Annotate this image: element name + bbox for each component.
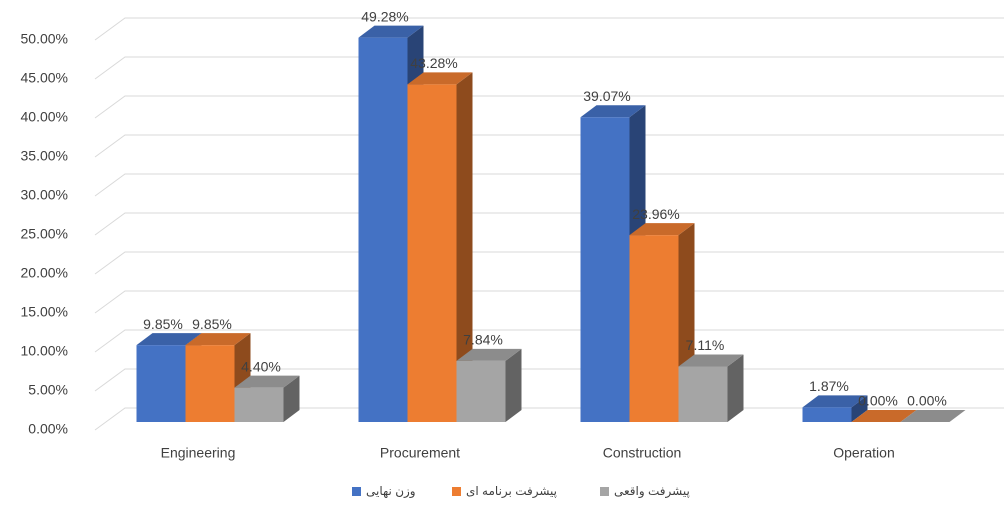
bar-face — [851, 395, 868, 422]
data-label: 7.11% — [686, 337, 725, 353]
bar — [678, 354, 744, 422]
grid-line — [94, 173, 1004, 197]
bar — [851, 410, 917, 422]
y-tick-label: 0.00% — [28, 421, 68, 437]
bar — [407, 72, 473, 422]
data-label: 23.96% — [632, 206, 679, 222]
bar-face — [407, 72, 473, 85]
grid-line — [94, 290, 1004, 314]
bar — [802, 395, 868, 422]
bar-face — [136, 333, 202, 346]
bar-face — [358, 25, 424, 38]
legend-label: پیشرفت واقعی — [614, 484, 690, 499]
bar-face — [505, 348, 522, 422]
legend-swatch — [452, 487, 461, 496]
grid-line — [94, 95, 1004, 119]
bar — [456, 348, 522, 422]
grid-line — [94, 17, 1004, 41]
y-tick-label: 25.00% — [21, 226, 68, 242]
bar-face — [358, 37, 408, 423]
data-label: 39.07% — [583, 88, 630, 104]
bar-face — [629, 235, 679, 422]
bar-face — [407, 84, 457, 422]
bar-face — [456, 348, 522, 361]
y-tick-label: 5.00% — [28, 382, 68, 398]
bar-face — [580, 117, 630, 422]
x-tick-label: Construction — [603, 445, 682, 461]
data-label: 9.85% — [143, 316, 183, 332]
bar-face — [802, 407, 852, 422]
y-tick-label: 30.00% — [21, 187, 68, 203]
data-label: 7.84% — [463, 332, 503, 348]
y-tick-label: 35.00% — [21, 148, 68, 164]
x-tick-label: Procurement — [380, 445, 460, 461]
legend-label: وزن نهایی — [366, 484, 416, 499]
bar-face — [185, 333, 251, 346]
data-label: 0.00% — [907, 393, 947, 409]
bar — [185, 333, 251, 422]
y-tick-label: 50.00% — [21, 31, 68, 47]
bar-face — [802, 395, 868, 408]
bar-face — [851, 410, 917, 422]
grid-line — [94, 329, 1004, 353]
bar-face — [678, 366, 728, 422]
data-label: 49.28% — [361, 8, 408, 24]
bar-face — [456, 72, 473, 422]
bar-face — [136, 345, 186, 422]
bar-face — [727, 354, 744, 422]
bar-face — [900, 410, 966, 422]
data-label: 43.28% — [410, 55, 457, 71]
bar — [900, 410, 966, 422]
grid-line — [94, 56, 1004, 80]
y-tick-label: 40.00% — [21, 109, 68, 125]
bar-face — [580, 105, 646, 118]
x-tick-label: Operation — [833, 445, 894, 461]
data-label: 0.00% — [858, 393, 898, 409]
bar — [234, 375, 300, 422]
bar-face — [456, 360, 506, 422]
data-label: 1.87% — [809, 378, 849, 394]
bar-face — [629, 223, 695, 236]
legend-swatch — [352, 487, 361, 496]
y-tick-label: 10.00% — [21, 343, 68, 359]
grid-line — [94, 212, 1004, 236]
bar-face — [283, 375, 300, 422]
bar-face — [185, 345, 235, 422]
bar-face — [234, 375, 300, 388]
data-label: 4.40% — [241, 358, 281, 374]
x-tick-label: Engineering — [161, 445, 236, 461]
bar-face — [234, 387, 284, 422]
y-tick-label: 20.00% — [21, 265, 68, 281]
y-tick-label: 15.00% — [21, 304, 68, 320]
data-label: 9.85% — [192, 316, 232, 332]
legend-swatch — [600, 487, 609, 496]
y-tick-label: 45.00% — [21, 70, 68, 86]
bar-face — [678, 354, 744, 367]
grid-line — [94, 251, 1004, 275]
grid-line — [94, 134, 1004, 158]
legend-label: پیشرفت برنامه ای — [466, 484, 557, 499]
